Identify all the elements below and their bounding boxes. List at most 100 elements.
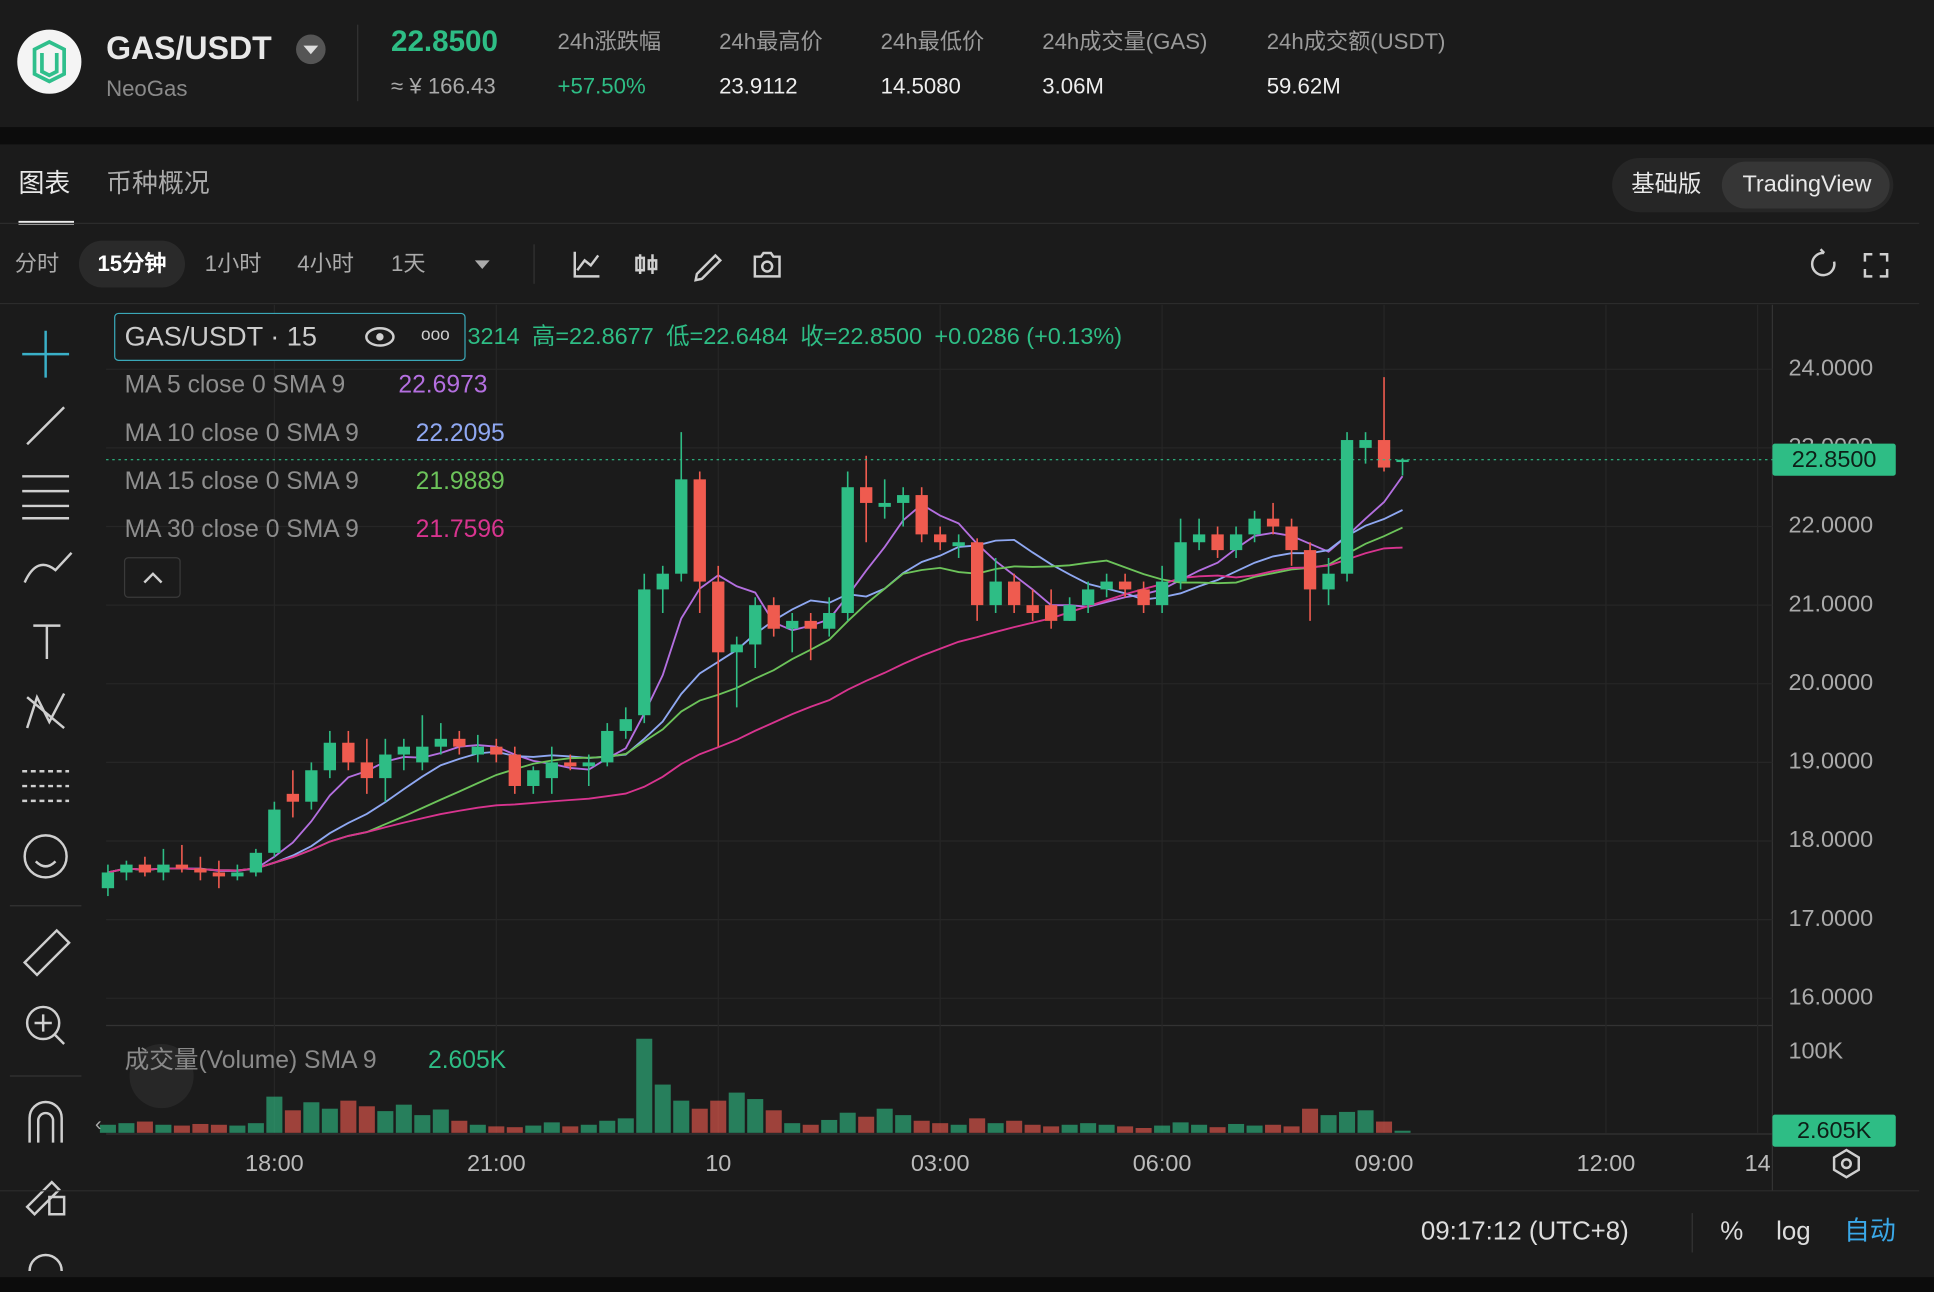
volume-bar bbox=[1246, 1125, 1263, 1133]
volume-legend: 成交量(Volume) SMA 9 bbox=[125, 1046, 377, 1074]
magnet-tool[interactable] bbox=[28, 1100, 63, 1143]
emoji-tool[interactable] bbox=[23, 834, 68, 879]
indicator-icon[interactable] bbox=[573, 251, 600, 278]
volume-bar bbox=[895, 1115, 912, 1133]
candle-body bbox=[453, 738, 466, 747]
candle-body bbox=[323, 742, 337, 771]
candle-body bbox=[194, 868, 207, 873]
percent-toggle[interactable]: % bbox=[1720, 1218, 1743, 1246]
candle-body bbox=[860, 487, 873, 503]
candle-body bbox=[527, 770, 540, 786]
text-tool[interactable] bbox=[33, 624, 61, 659]
tab[interactable]: 币种概况 bbox=[106, 169, 210, 198]
volume-bar bbox=[303, 1102, 320, 1133]
tab[interactable]: 图表 bbox=[19, 169, 71, 198]
more-icon[interactable]: ooo bbox=[421, 324, 450, 344]
volume-bar bbox=[1024, 1124, 1041, 1133]
interval[interactable]: 4小时 bbox=[297, 251, 354, 276]
volume-bar bbox=[1135, 1127, 1152, 1133]
volume-bar bbox=[155, 1124, 172, 1133]
log-toggle[interactable]: log bbox=[1776, 1218, 1811, 1246]
scroll-left[interactable]: ‹ bbox=[95, 1114, 102, 1136]
price-tag-label: 22.8500 bbox=[1792, 446, 1877, 472]
fullscreen-icon[interactable] bbox=[1863, 252, 1889, 278]
price-cny: ≈ ¥ 166.43 bbox=[391, 73, 496, 98]
visibility-pupil bbox=[376, 333, 384, 341]
view-option[interactable]: TradingView bbox=[1742, 170, 1871, 196]
stat-value: 3.06M bbox=[1042, 73, 1104, 98]
volume-bar bbox=[340, 1100, 357, 1133]
candle-body bbox=[878, 502, 891, 507]
volume-bar bbox=[210, 1124, 227, 1133]
trash-tool[interactable] bbox=[28, 1253, 63, 1272]
ruler-tool[interactable] bbox=[22, 928, 71, 977]
volume-bar bbox=[580, 1124, 597, 1133]
volume-bar bbox=[1376, 1121, 1393, 1133]
interval[interactable]: 15分钟 bbox=[97, 250, 166, 276]
volume-bar bbox=[636, 1038, 653, 1133]
auto-toggle[interactable]: 自动 bbox=[1844, 1217, 1896, 1246]
axis-settings[interactable] bbox=[1832, 1148, 1860, 1179]
volume-bar bbox=[950, 1124, 967, 1133]
pattern-tool[interactable] bbox=[25, 692, 66, 730]
trendline-tool[interactable] bbox=[26, 406, 66, 446]
candle-body bbox=[342, 742, 355, 763]
stat-label: 24h成交额(USDT) bbox=[1267, 29, 1446, 54]
y-tick-label: 20.0000 bbox=[1788, 669, 1873, 695]
draw-icon[interactable] bbox=[694, 253, 723, 282]
y-tick-label: 16.0000 bbox=[1788, 983, 1873, 1009]
zoom-tool[interactable] bbox=[25, 1005, 61, 1041]
volume-bar bbox=[710, 1100, 727, 1133]
ma-legend-value: 22.6973 bbox=[398, 372, 487, 399]
volume-bar bbox=[839, 1112, 856, 1133]
volume-bar bbox=[1228, 1123, 1245, 1133]
volume-bar bbox=[1043, 1126, 1060, 1133]
view-option[interactable]: 基础版 bbox=[1631, 170, 1701, 196]
volume-bar bbox=[987, 1123, 1004, 1133]
volume-bar bbox=[414, 1115, 431, 1133]
volume-bar bbox=[488, 1126, 505, 1133]
candle-body bbox=[120, 864, 133, 873]
candle-body bbox=[823, 613, 836, 629]
volume-bar bbox=[858, 1116, 875, 1133]
ma-legend-value: 21.7596 bbox=[416, 516, 505, 543]
candle-body bbox=[675, 479, 688, 574]
volume-bar bbox=[1080, 1123, 1097, 1133]
last-price: 22.8500 bbox=[391, 25, 498, 58]
interval[interactable]: 分时 bbox=[15, 251, 59, 276]
candle-body bbox=[360, 762, 374, 779]
candle-body bbox=[841, 487, 854, 614]
ohlc-value: 收=22.8500 bbox=[800, 323, 922, 349]
volume-bar bbox=[451, 1120, 468, 1133]
volume-bar bbox=[284, 1110, 301, 1133]
prediction-tool[interactable] bbox=[22, 770, 70, 803]
interval-dropdown[interactable] bbox=[474, 260, 490, 270]
coin-logo bbox=[17, 29, 82, 94]
x-tick-label: 09:00 bbox=[1355, 1150, 1414, 1176]
brush-tool[interactable] bbox=[23, 551, 73, 583]
volume-bar bbox=[247, 1123, 264, 1133]
chart-type-icon[interactable] bbox=[635, 254, 658, 274]
interval[interactable]: 1天 bbox=[391, 251, 426, 276]
fib-tool[interactable] bbox=[22, 475, 70, 520]
volume-bar bbox=[469, 1124, 486, 1133]
volume-bar bbox=[192, 1123, 209, 1133]
reset-icon[interactable] bbox=[1810, 248, 1836, 277]
screenshot-icon[interactable] bbox=[753, 251, 781, 278]
y-tick-label: 22.0000 bbox=[1788, 512, 1873, 538]
volume-bar bbox=[1172, 1122, 1189, 1133]
candle-body bbox=[952, 542, 965, 547]
candle-body bbox=[582, 762, 595, 767]
candle-body bbox=[1396, 459, 1409, 463]
symbol-legend[interactable] bbox=[114, 312, 466, 361]
interval[interactable]: 1小时 bbox=[205, 251, 262, 276]
crosshair-tool[interactable] bbox=[22, 330, 70, 378]
symbol[interactable]: GAS/USDT bbox=[106, 30, 272, 66]
volume-bar bbox=[765, 1110, 782, 1133]
emoji-smile bbox=[34, 860, 57, 868]
visibility-icon[interactable] bbox=[365, 327, 395, 347]
tab-underline bbox=[18, 220, 75, 225]
collapse-button[interactable] bbox=[123, 557, 181, 598]
ma-legend-value: 21.9889 bbox=[416, 468, 505, 495]
candle-body bbox=[175, 864, 189, 869]
